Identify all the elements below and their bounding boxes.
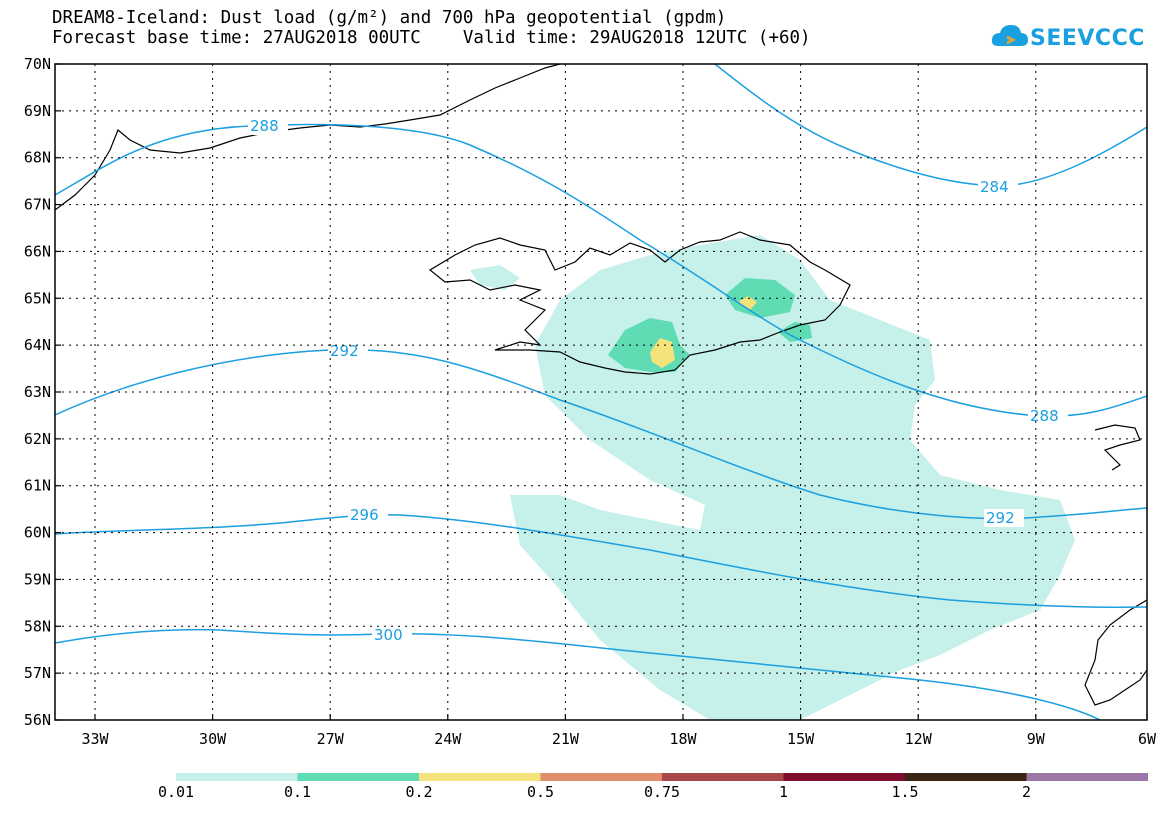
colorbar-swatch [662,773,784,781]
colorbar-label: 0.01 [157,783,195,801]
seevccc-logo: SEEVCCC [990,20,1160,60]
colorbar-label: 0.75 [643,783,681,801]
colorbar-swatch [540,773,662,781]
latitude-label: 66N [24,242,51,260]
contour-300 [55,628,1101,720]
latitude-label: 61N [24,477,51,495]
contour-284 [714,64,1147,187]
dust-field-0.1-coast [778,322,812,342]
contour-label: 284 [980,178,1009,196]
map-grid [55,64,1147,720]
logo-text: SEEVCCC [1030,26,1145,51]
colorbar-label: 0.2 [405,783,433,801]
iceland-coastline [428,231,851,375]
colorbar-label: 0.1 [283,783,312,801]
contour-label: 288 [1030,407,1059,425]
latitude-label: 59N [24,570,51,588]
colorbar-label: 1.5 [891,783,919,801]
contour-label: 292 [986,509,1015,527]
map-title: DREAM8-Iceland: Dust load (g/m²) and 700… [52,8,727,28]
longitude-label: 18W [669,730,697,748]
contour-label: 300 [374,626,403,644]
colorbar-label: 0.5 [526,783,555,801]
longitude-label: 27W [317,730,345,748]
colorbar-label: 2 [1021,783,1032,801]
latitude-label: 58N [24,617,51,635]
colorbar-swatch [419,773,541,781]
longitude-label: 12W [905,730,933,748]
colorbar-swatch [176,773,298,781]
longitude-label: 9W [1027,730,1046,748]
contour-296 [55,514,1147,608]
colorbar-swatch [905,773,1027,781]
longitude-labels: 33W 30W 27W 24W 21W 18W 15W 12W 9W 6W [81,730,1157,748]
latitude-label: 67N [24,196,51,214]
longitude-label: 15W [787,730,815,748]
latitude-label: 64N [24,336,51,354]
latitude-label: 65N [24,289,51,307]
latitude-label: 60N [24,524,51,542]
dust-field-0.2-south [650,338,675,368]
latitude-label: 56N [24,711,51,729]
cloud-icon [991,25,1028,46]
contour-label: 296 [350,506,379,524]
faroe-coastline [1094,424,1141,471]
latitude-label: 70N [24,55,51,73]
colorbar-swatch [297,773,419,781]
latitude-label: 69N [24,102,51,120]
colorbar-label: 1 [778,783,789,801]
latitude-label: 63N [24,383,51,401]
colorbar-swatch [1026,773,1148,781]
latitude-labels: 70N 69N 68N 67N 66N 65N 64N 63N 62N 61N 60N 59N 58N 5… [24,55,51,729]
map-subtitle: Forecast base time: 27AUG2018 00UTC Vali… [52,28,811,48]
longitude-label: 33W [81,730,109,748]
dust-field-0.2-east [738,296,757,310]
dust-field-0.1-east [725,278,795,318]
contour-label: 292 [330,342,359,360]
contour-292 [55,348,1147,520]
latitude-label: 68N [24,149,51,167]
contour-label: 288 [250,117,279,135]
longitude-label: 6W [1138,730,1157,748]
colorbar-swatch [783,773,905,781]
scotland-coastline [1084,599,1147,706]
latitude-label: 57N [24,664,51,682]
longitude-label: 30W [199,730,227,748]
longitude-label: 24W [434,730,462,748]
axis-ticks [55,63,1148,721]
longitude-label: 21W [552,730,580,748]
dust-field-0.01-west [470,265,520,290]
latitude-label: 62N [24,430,51,448]
